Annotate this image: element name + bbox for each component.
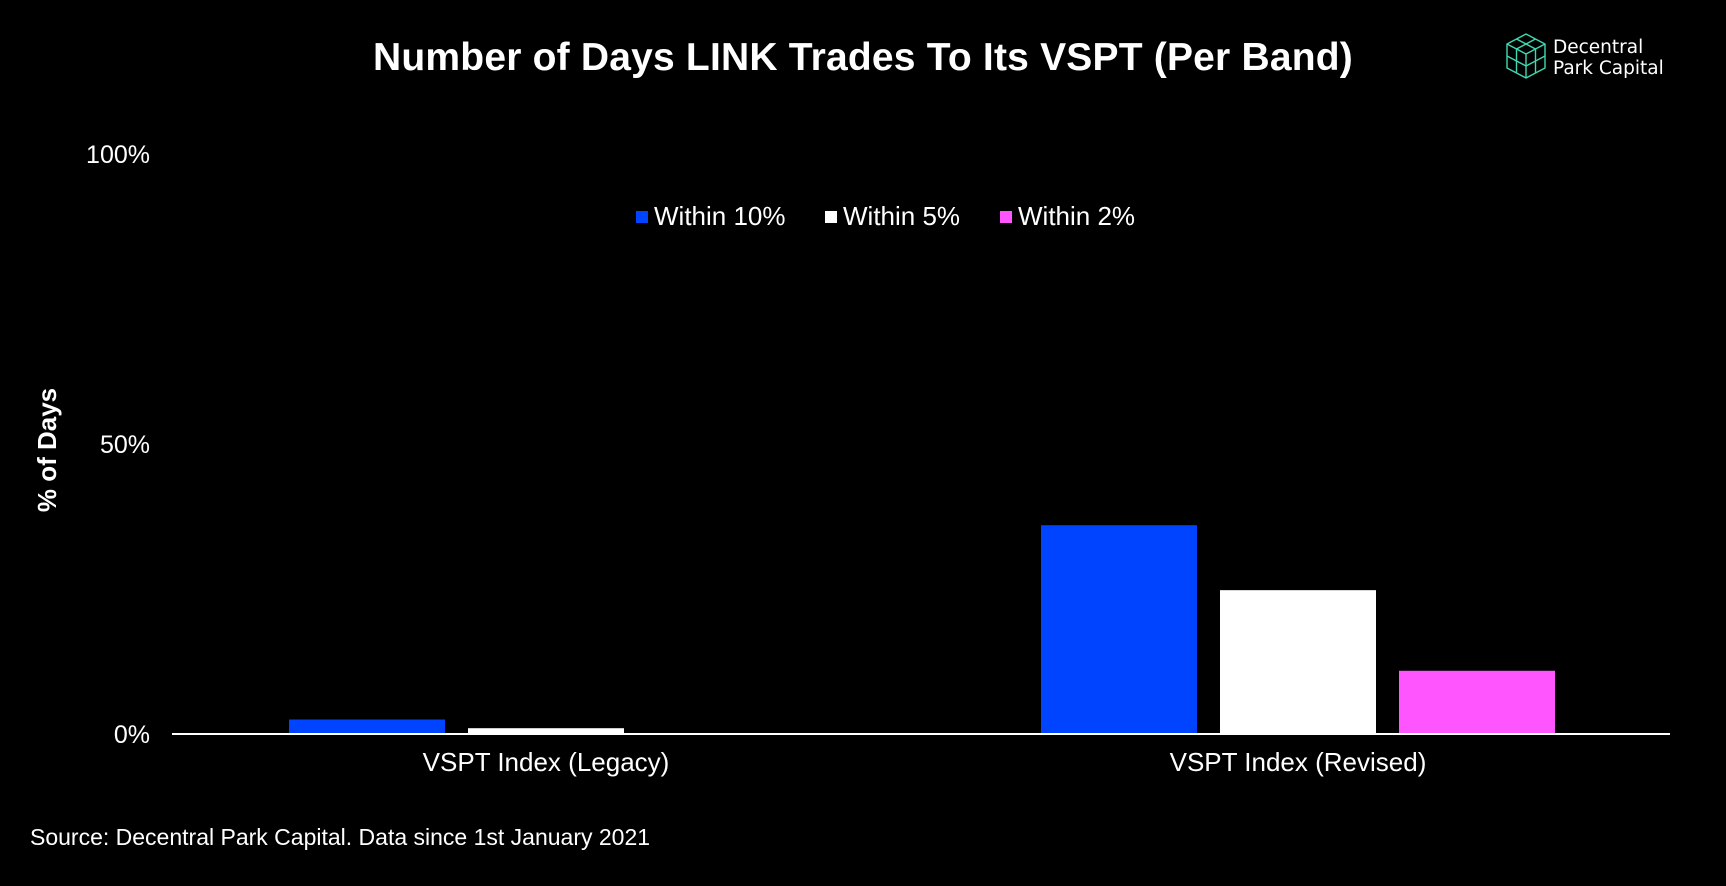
- legend-label: Within 5%: [843, 201, 960, 231]
- legend-swatch: [825, 211, 837, 223]
- y-tick-label: 0%: [114, 721, 150, 749]
- bar-within-5-revised: [1220, 590, 1376, 734]
- cube-logo-icon: [1506, 33, 1546, 79]
- x-tick-label: VSPT Index (Legacy): [423, 747, 670, 777]
- y-tick-label: 50%: [100, 431, 150, 459]
- company-logo: Decentral Park Capital: [1504, 32, 1714, 86]
- legend-label: Within 10%: [654, 201, 786, 231]
- chart-title: Number of Days LINK Trades To Its VSPT (…: [373, 36, 1353, 79]
- logo-text: Decentral Park Capital: [1553, 37, 1664, 79]
- logo-line-2: Park Capital: [1553, 58, 1664, 79]
- y-axis-title: % of Days: [32, 388, 62, 512]
- legend-swatch: [636, 211, 648, 223]
- x-tick-label: VSPT Index (Revised): [1170, 747, 1427, 777]
- bar-within-5-legacy: [468, 728, 624, 734]
- bar-within-2-revised: [1399, 670, 1555, 734]
- bar-within-10-revised: [1041, 525, 1197, 734]
- source-note: Source: Decentral Park Capital. Data sin…: [30, 824, 651, 850]
- y-tick-label: 100%: [86, 141, 150, 169]
- logo-line-1: Decentral: [1553, 37, 1644, 58]
- legend-label: Within 2%: [1018, 201, 1135, 231]
- legend-swatch: [1000, 211, 1012, 223]
- bar-within-10-legacy: [289, 719, 445, 734]
